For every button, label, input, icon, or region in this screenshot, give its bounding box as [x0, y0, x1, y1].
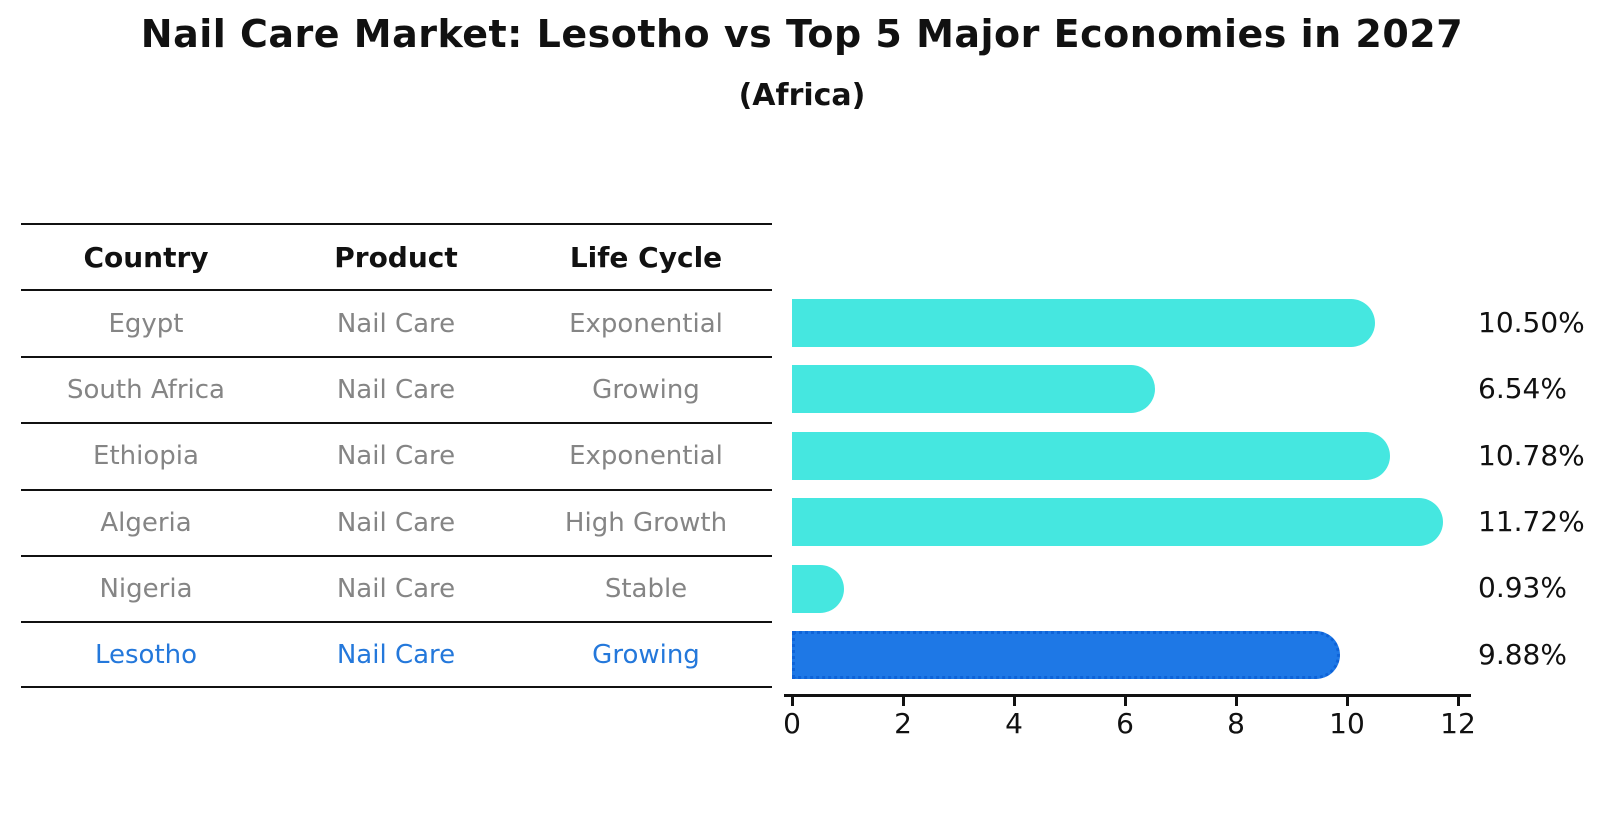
x-axis-label-8: 8 [1227, 707, 1245, 740]
bar-lesotho [792, 631, 1341, 679]
cell-country: Ethiopia [93, 441, 199, 472]
cell-life-cycle: Stable [604, 574, 688, 605]
column-header-life-cycle: Life Cycle [569, 240, 723, 274]
x-axis-label-6: 6 [1116, 707, 1134, 740]
bar-egypt [792, 299, 1375, 347]
table-row-algeria: Algeria Nail Care High Growth [21, 488, 772, 555]
table-row-egypt: Egypt Nail Care Exponential [21, 289, 772, 355]
cell-product: Nail Care [336, 441, 456, 472]
bar-ethiopia [792, 432, 1391, 480]
cell-life-cycle: High Growth [564, 507, 728, 538]
cell-life-cycle: Exponential [569, 441, 723, 472]
x-axis-tick-6 [1124, 697, 1127, 706]
cell-life-cycle: Growing [592, 374, 700, 405]
value-label-nigeria: 0.93% [1478, 571, 1567, 604]
cell-country: Egypt [108, 308, 184, 339]
x-axis-label-0: 0 [783, 707, 801, 740]
value-label-lesotho: 9.88% [1478, 638, 1567, 671]
bar-south-africa [792, 365, 1155, 413]
cell-country: Algeria [100, 507, 192, 538]
cell-life-cycle: Exponential [569, 308, 723, 339]
table-header-row: Country Product Life Cycle [21, 223, 772, 289]
value-label-egypt: 10.50% [1478, 306, 1585, 339]
cell-product: Nail Care [336, 639, 456, 670]
table-row-south-africa: South Africa Nail Care Growing [21, 355, 772, 422]
cell-product: Nail Care [336, 308, 456, 339]
figure-subtitle: (Africa) [738, 78, 866, 113]
x-axis-label-4: 4 [1005, 707, 1023, 740]
country-table: Country Product Life Cycle Egypt Nail Ca… [21, 223, 772, 688]
x-axis-tick-8 [1235, 697, 1238, 706]
cell-life-cycle: Growing [592, 639, 700, 670]
cell-product: Nail Care [336, 507, 456, 538]
x-axis-tick-10 [1346, 697, 1349, 706]
x-axis-label-10: 10 [1329, 707, 1365, 740]
column-header-product: Product [334, 240, 458, 274]
cell-product: Nail Care [336, 574, 456, 605]
value-label-ethiopia: 10.78% [1478, 439, 1585, 472]
value-label-algeria: 11.72% [1478, 505, 1585, 538]
x-axis-label-12: 12 [1440, 707, 1476, 740]
x-axis-tick-2 [902, 697, 905, 706]
cell-product: Nail Care [336, 374, 456, 405]
column-header-country: Country [83, 240, 209, 274]
table-row-ethiopia: Ethiopia Nail Care Exponential [21, 422, 772, 488]
x-axis-tick-12 [1457, 697, 1460, 706]
x-axis-tick-0 [791, 697, 794, 706]
x-axis-tick-4 [1013, 697, 1016, 706]
value-label-south-africa: 6.54% [1478, 372, 1567, 405]
table-row-nigeria: Nigeria Nail Care Stable [21, 554, 772, 621]
x-axis-line [784, 694, 1471, 697]
figure-title: Nail Care Market: Lesotho vs Top 5 Major… [140, 12, 1464, 56]
cell-country: Lesotho [94, 639, 198, 670]
table-row-lesotho: Lesotho Nail Care Growing [21, 621, 772, 688]
x-axis-label-2: 2 [894, 707, 912, 740]
bar-algeria [792, 498, 1443, 546]
bar-nigeria [792, 565, 844, 613]
cell-country: Nigeria [99, 574, 193, 605]
cell-country: South Africa [67, 374, 225, 405]
